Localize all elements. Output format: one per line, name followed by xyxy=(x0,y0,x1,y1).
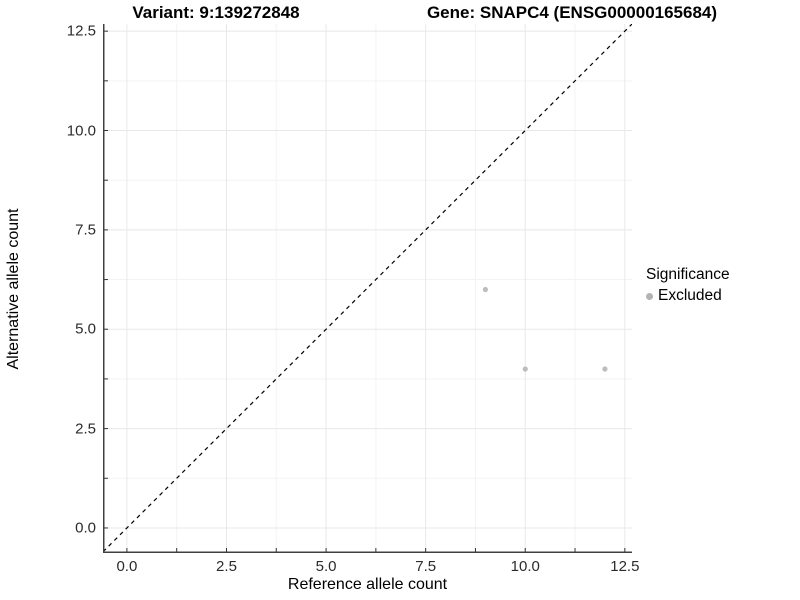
y-tick-label: 10.0 xyxy=(66,122,96,139)
plot-title-gene: Gene: SNAPC4 (ENSG00000165684) xyxy=(426,3,718,22)
scatter-point xyxy=(482,286,489,293)
data-points xyxy=(482,286,608,372)
x-tick-label: 7.5 xyxy=(415,558,437,575)
y-tick-label: 5.0 xyxy=(75,320,96,338)
y-tick-label: 7.5 xyxy=(75,221,96,239)
identity-dashed-line xyxy=(103,24,632,553)
plot-panel xyxy=(103,24,632,553)
x-axis-title: Reference allele count xyxy=(287,576,448,593)
scatter-point xyxy=(522,366,528,372)
y-axis-title: Alternative allele count xyxy=(5,208,22,370)
y-tick-label: 0.0 xyxy=(75,519,96,537)
x-tick-label: 0.0 xyxy=(116,558,138,575)
x-tick-label: 2.5 xyxy=(216,558,237,575)
axis-lines xyxy=(103,24,632,553)
legend-item-label: Excluded xyxy=(658,287,722,304)
x-tick-label: 10.0 xyxy=(510,558,540,575)
x-tick-label: 12.5 xyxy=(610,558,640,575)
legend-item-excluded: Excluded xyxy=(646,287,730,305)
y-tick-label: 12.5 xyxy=(66,22,96,40)
plot-title-variant: Variant: 9:139272848 xyxy=(132,3,300,22)
legend: Significance Excluded xyxy=(646,266,730,305)
y-tick-label: 2.5 xyxy=(75,420,96,438)
major-gridlines xyxy=(103,24,632,553)
legend-point-icon xyxy=(646,292,653,300)
legend-title: Significance xyxy=(646,266,730,283)
x-tick-label: 5.0 xyxy=(315,558,337,575)
minor-gridlines xyxy=(103,24,632,553)
scatter-point xyxy=(602,366,608,372)
